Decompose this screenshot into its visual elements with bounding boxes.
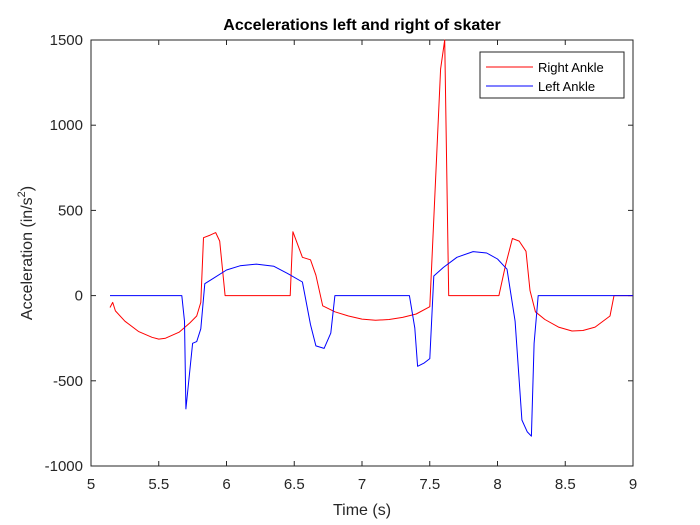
legend-box [479,51,625,99]
y-tick-label: -1000 [45,458,83,475]
y-tick-label: 500 [58,202,83,219]
y-axis-label-main: Acceleration (in/s [19,197,36,320]
y-axis-label: Acceleration (in/s2) [16,186,36,320]
series-line-left-ankle [110,251,633,437]
x-tick-label: 6 [222,476,230,493]
y-tick-label: -500 [53,373,83,390]
y-axis-label-close: ) [19,186,36,191]
y-tick-label: 1500 [50,32,83,49]
chart-title: Accelerations left and right of skater [223,17,500,34]
y-tick-label: 1000 [50,117,83,134]
legend-label-left-ankle: Left Ankle [538,79,595,94]
x-axis-label: Time (s) [333,502,391,519]
x-tick-label: 7.5 [419,476,440,493]
x-tick-label: 6.5 [284,476,305,493]
x-tick-label: 7 [358,476,366,493]
y-tick-label: 0 [75,288,83,305]
x-tick-label: 5.5 [148,476,169,493]
plot-area [90,39,634,467]
legend: Right Ankle Left Ankle [479,51,625,99]
y-axis-label-superscript: 2 [16,191,28,197]
x-tick-label: 5 [87,476,95,493]
x-tick-label: 9 [629,476,637,493]
y-axis: -1000 -500 0 500 1000 1500 [45,32,633,475]
x-tick-label: 8 [493,476,501,493]
series-group [109,39,633,437]
x-axis: 5 5.5 6 6.5 7 7.5 8 8.5 9 [87,40,637,493]
legend-label-right-ankle: Right Ankle [538,60,604,75]
x-tick-label: 8.5 [555,476,576,493]
series-line-right-ankle [109,39,633,340]
